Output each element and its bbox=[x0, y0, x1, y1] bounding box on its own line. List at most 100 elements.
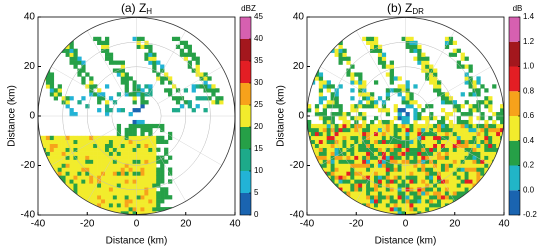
echo bbox=[69, 171, 74, 176]
echo bbox=[330, 40, 335, 45]
echo bbox=[358, 104, 363, 109]
echo bbox=[452, 147, 458, 152]
echo bbox=[354, 104, 359, 109]
echo bbox=[385, 108, 391, 113]
echo bbox=[330, 191, 335, 196]
echo bbox=[401, 116, 406, 121]
echo bbox=[310, 135, 316, 141]
echo bbox=[227, 48, 232, 53]
echo bbox=[464, 119, 469, 125]
echo bbox=[307, 191, 312, 196]
echo bbox=[318, 155, 324, 160]
echo bbox=[389, 135, 394, 141]
echo bbox=[488, 203, 493, 208]
echo bbox=[452, 52, 458, 57]
echo bbox=[128, 155, 133, 160]
echo bbox=[77, 159, 82, 164]
echo bbox=[104, 167, 110, 172]
echo bbox=[472, 167, 477, 172]
echo bbox=[496, 127, 501, 133]
echo bbox=[97, 179, 102, 184]
echo bbox=[484, 123, 489, 129]
echo bbox=[330, 135, 335, 141]
echo bbox=[77, 68, 82, 73]
echo bbox=[49, 88, 55, 93]
echo bbox=[152, 139, 157, 144]
echo bbox=[314, 207, 320, 212]
echo bbox=[116, 155, 122, 160]
echo bbox=[164, 207, 169, 212]
echo bbox=[488, 123, 493, 129]
echo bbox=[124, 147, 129, 152]
echo bbox=[164, 191, 169, 196]
echo bbox=[437, 199, 442, 204]
echo bbox=[104, 175, 110, 180]
echo bbox=[437, 171, 442, 176]
echo bbox=[160, 159, 165, 164]
echo bbox=[456, 108, 461, 113]
echo bbox=[330, 96, 335, 101]
echo bbox=[405, 199, 410, 204]
echo bbox=[41, 68, 47, 73]
echo bbox=[464, 167, 469, 172]
echo bbox=[326, 147, 331, 152]
echo bbox=[310, 167, 316, 172]
echo bbox=[57, 36, 62, 42]
echo bbox=[104, 183, 110, 188]
echo bbox=[401, 127, 406, 133]
echo bbox=[89, 155, 94, 160]
echo bbox=[326, 151, 331, 156]
echo bbox=[120, 179, 125, 184]
echo bbox=[326, 199, 331, 204]
echo bbox=[464, 147, 469, 152]
echo bbox=[223, 40, 228, 45]
echo bbox=[73, 179, 78, 184]
echo bbox=[433, 195, 438, 200]
echo bbox=[49, 72, 55, 77]
echo bbox=[330, 195, 335, 200]
echo bbox=[346, 131, 351, 137]
echo bbox=[381, 155, 387, 160]
echo bbox=[310, 203, 316, 208]
echo bbox=[464, 187, 469, 192]
echo bbox=[338, 131, 343, 137]
echo bbox=[57, 199, 62, 204]
echo bbox=[452, 123, 458, 129]
echo bbox=[417, 116, 422, 121]
echo bbox=[152, 123, 157, 129]
echo bbox=[381, 147, 387, 152]
echo bbox=[452, 127, 458, 133]
echo bbox=[49, 135, 55, 141]
echo bbox=[326, 36, 331, 42]
echo bbox=[89, 195, 94, 200]
echo bbox=[310, 199, 316, 204]
echo bbox=[366, 100, 371, 105]
echo bbox=[397, 191, 402, 196]
echo bbox=[132, 159, 137, 164]
echo bbox=[393, 131, 398, 137]
echo bbox=[77, 175, 82, 180]
echo bbox=[104, 203, 110, 208]
echo bbox=[101, 135, 106, 141]
echo bbox=[425, 159, 430, 164]
echo bbox=[456, 179, 461, 184]
echo bbox=[334, 96, 339, 101]
echo bbox=[397, 139, 402, 144]
echo bbox=[211, 100, 216, 105]
echo bbox=[397, 147, 402, 152]
echo bbox=[429, 203, 434, 208]
echo bbox=[377, 203, 383, 208]
echo bbox=[168, 80, 173, 85]
echo bbox=[73, 175, 78, 180]
echo bbox=[417, 211, 422, 215]
x-tick-label: 20 bbox=[449, 219, 461, 230]
echo bbox=[334, 203, 339, 208]
echo bbox=[433, 151, 438, 156]
echo bbox=[175, 36, 181, 42]
echo bbox=[93, 139, 98, 144]
echo bbox=[413, 112, 418, 117]
echo bbox=[140, 203, 145, 208]
echo bbox=[81, 183, 86, 188]
y-tick-label: -20 bbox=[21, 160, 36, 171]
echo bbox=[464, 151, 469, 156]
